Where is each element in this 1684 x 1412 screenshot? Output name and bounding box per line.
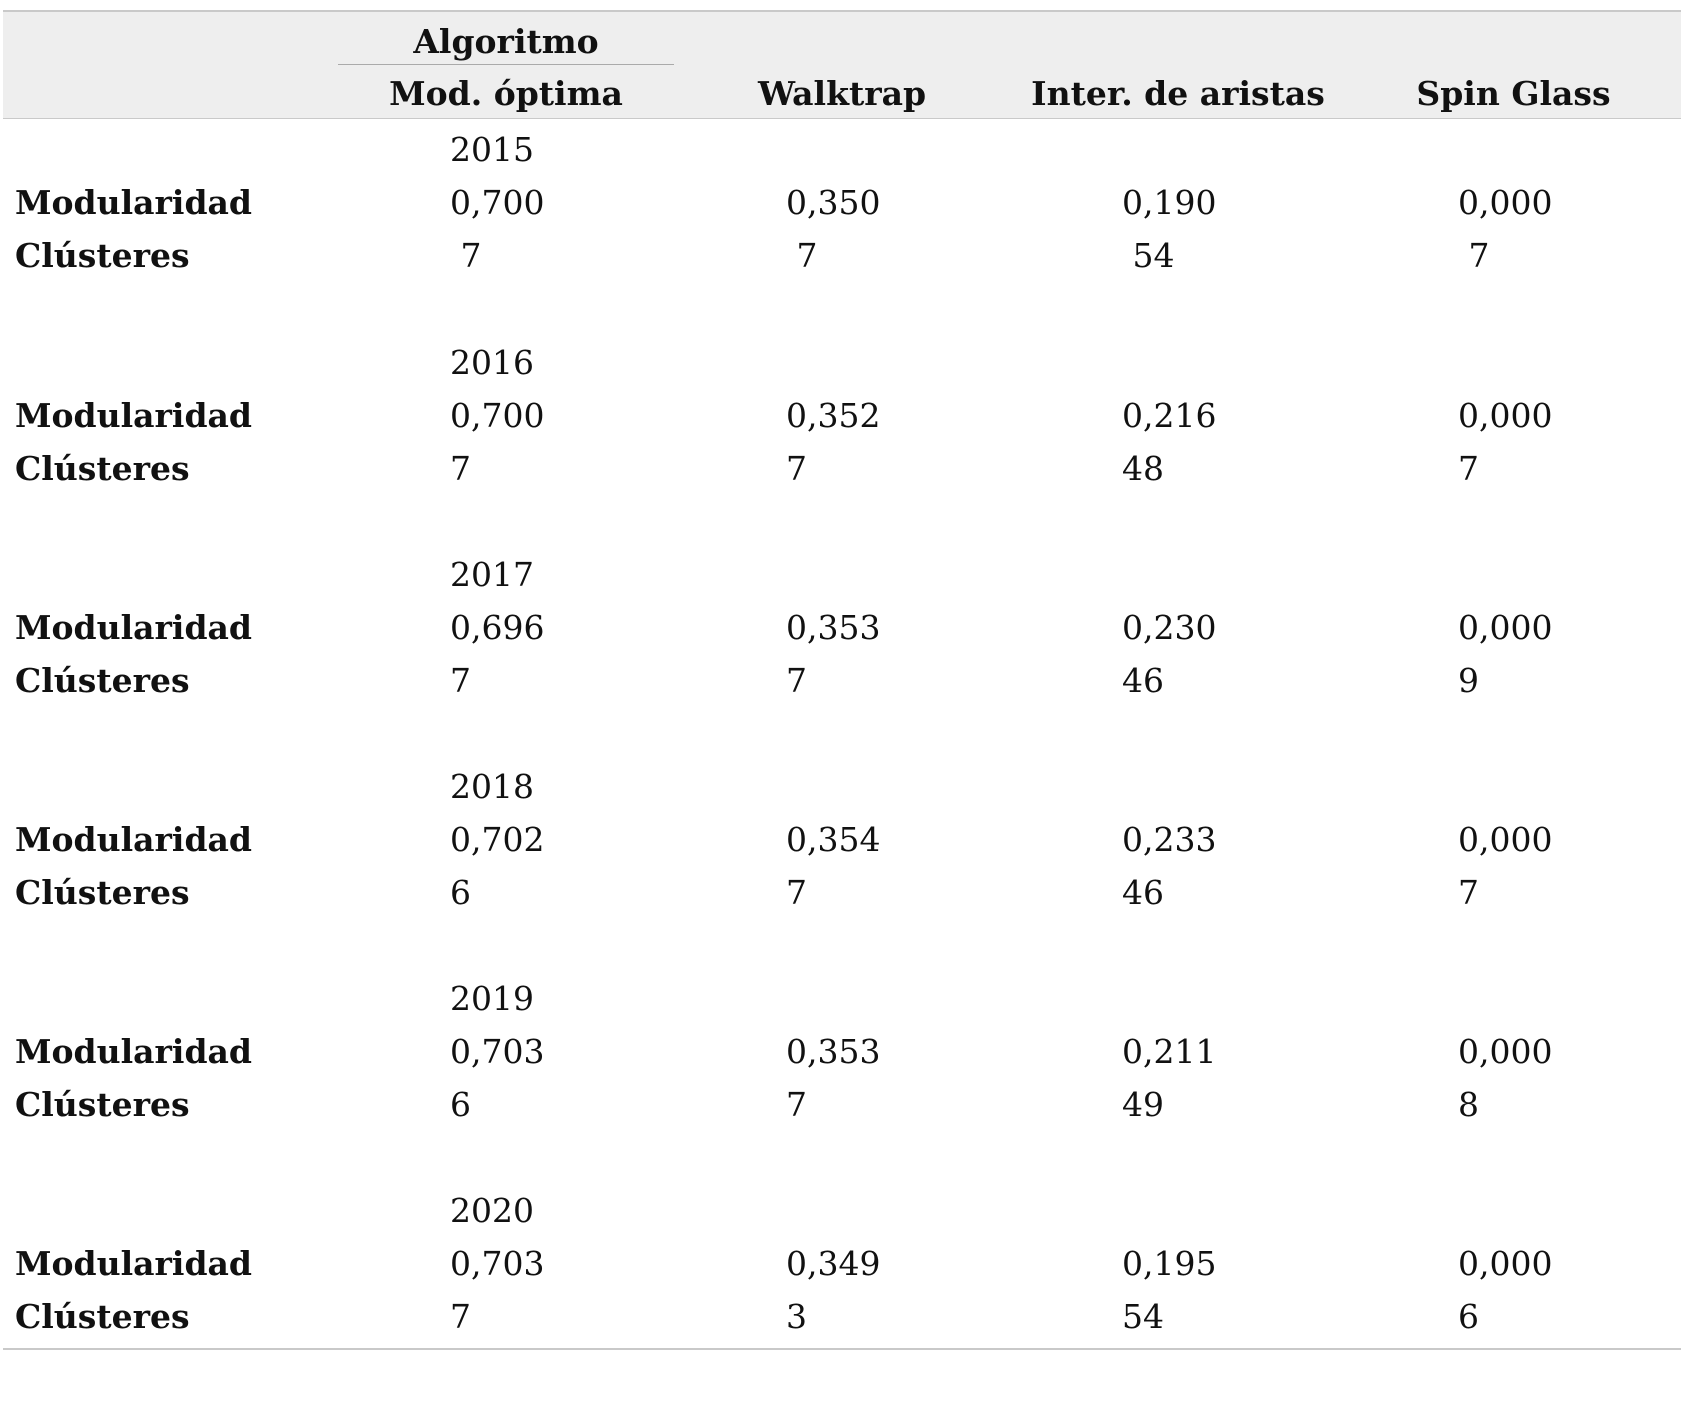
year-block-2015: 2015 Modularidad 0,700 0,350 0,190 0,000… xyxy=(3,133,1681,293)
table-cell: 0,000 xyxy=(1458,183,1553,222)
table-cell: 7 xyxy=(1458,236,1490,275)
table-cell: 46 xyxy=(1122,873,1164,912)
table-cell: 0,000 xyxy=(1458,1244,1553,1283)
year-label: 2016 xyxy=(450,343,534,382)
table-cell: 7 xyxy=(450,661,471,700)
table-cell: 0,350 xyxy=(786,183,881,222)
year-label: 2020 xyxy=(450,1191,534,1230)
table-cell: 0,703 xyxy=(450,1032,545,1071)
table-body: 2015 Modularidad 0,700 0,350 0,190 0,000… xyxy=(3,119,1681,1350)
row-label-modularidad: Modularidad xyxy=(15,1244,252,1283)
row-label-modularidad: Modularidad xyxy=(15,183,252,222)
table-cell: 6 xyxy=(450,873,471,912)
row-label-modularidad: Modularidad xyxy=(15,396,252,435)
table-cell: 0,700 xyxy=(450,396,545,435)
table-cell: 9 xyxy=(1458,661,1479,700)
year-block-2020: 2020 Modularidad 0,703 0,349 0,195 0,000… xyxy=(3,1194,1681,1354)
col-mod-optima: Mod. óptima xyxy=(389,74,623,113)
table-cell: 6 xyxy=(450,1085,471,1124)
table-cell: 0,216 xyxy=(1122,396,1217,435)
col-walktrap: Walktrap xyxy=(757,74,927,113)
table-cell: 0,353 xyxy=(786,1032,881,1071)
year-block-2018: 2018 Modularidad 0,702 0,354 0,233 0,000… xyxy=(3,770,1681,930)
row-label-clusteres: Clústeres xyxy=(15,1297,190,1336)
table-cell: 0,195 xyxy=(1122,1244,1217,1283)
table-cell: 54 xyxy=(1122,1297,1164,1336)
table-cell: 0,353 xyxy=(786,608,881,647)
table-header: Algoritmo Mod. óptima Walktrap Inter. de… xyxy=(3,10,1681,119)
table-cell: 7 xyxy=(450,236,482,275)
group-rule xyxy=(338,64,674,65)
table-cell: 48 xyxy=(1122,449,1164,488)
year-block-2019: 2019 Modularidad 0,703 0,353 0,211 0,000… xyxy=(3,982,1681,1142)
row-label-clusteres: Clústeres xyxy=(15,449,190,488)
year-label: 2018 xyxy=(450,767,534,806)
table-cell: 7 xyxy=(786,236,818,275)
table-cell: 0,230 xyxy=(1122,608,1217,647)
table-cell: 7 xyxy=(450,449,471,488)
table-cell: 0,000 xyxy=(1458,396,1553,435)
table-cell: 54 xyxy=(1122,236,1175,275)
table-cell: 0,703 xyxy=(450,1244,545,1283)
table-cell: 3 xyxy=(786,1297,807,1336)
algorithm-group-title: Algoritmo xyxy=(413,22,599,61)
table-cell: 7 xyxy=(1458,449,1479,488)
row-label-modularidad: Modularidad xyxy=(15,820,252,859)
table-cell: 0,352 xyxy=(786,396,881,435)
table-cell: 0,702 xyxy=(450,820,545,859)
year-label: 2019 xyxy=(450,979,534,1018)
row-label-modularidad: Modularidad xyxy=(15,1032,252,1071)
table-cell: 0,190 xyxy=(1122,183,1217,222)
year-label: 2017 xyxy=(450,555,534,594)
table-cell: 7 xyxy=(450,1297,471,1336)
table-cell: 7 xyxy=(786,1085,807,1124)
row-label-clusteres: Clústeres xyxy=(15,661,190,700)
table-cell: 7 xyxy=(1458,873,1479,912)
table-cell: 0,700 xyxy=(450,183,545,222)
table-cell: 8 xyxy=(1458,1085,1479,1124)
table-cell: 0,211 xyxy=(1122,1032,1217,1071)
table-cell: 0,354 xyxy=(786,820,881,859)
col-inter-aristas: Inter. de aristas xyxy=(1031,74,1325,113)
table-cell: 7 xyxy=(786,449,807,488)
table-cell: 7 xyxy=(786,661,807,700)
year-block-2016: 2016 Modularidad 0,700 0,352 0,216 0,000… xyxy=(3,346,1681,506)
row-label-clusteres: Clústeres xyxy=(15,236,190,275)
table-cell: 0,000 xyxy=(1458,608,1553,647)
table-cell: 0,349 xyxy=(786,1244,881,1283)
results-table: Algoritmo Mod. óptima Walktrap Inter. de… xyxy=(3,10,1681,1350)
table-cell: 7 xyxy=(786,873,807,912)
row-label-modularidad: Modularidad xyxy=(15,608,252,647)
year-label: 2015 xyxy=(450,130,534,169)
table-cell: 0,000 xyxy=(1458,1032,1553,1071)
table-cell: 49 xyxy=(1122,1085,1164,1124)
table-cell: 6 xyxy=(1458,1297,1479,1336)
row-label-clusteres: Clústeres xyxy=(15,1085,190,1124)
table-cell: 0,233 xyxy=(1122,820,1217,859)
row-label-clusteres: Clústeres xyxy=(15,873,190,912)
col-spin-glass: Spin Glass xyxy=(1416,74,1611,113)
year-block-2017: 2017 Modularidad 0,696 0,353 0,230 0,000… xyxy=(3,558,1681,718)
table-cell: 0,696 xyxy=(450,608,545,647)
table-cell: 0,000 xyxy=(1458,820,1553,859)
table-cell: 46 xyxy=(1122,661,1164,700)
